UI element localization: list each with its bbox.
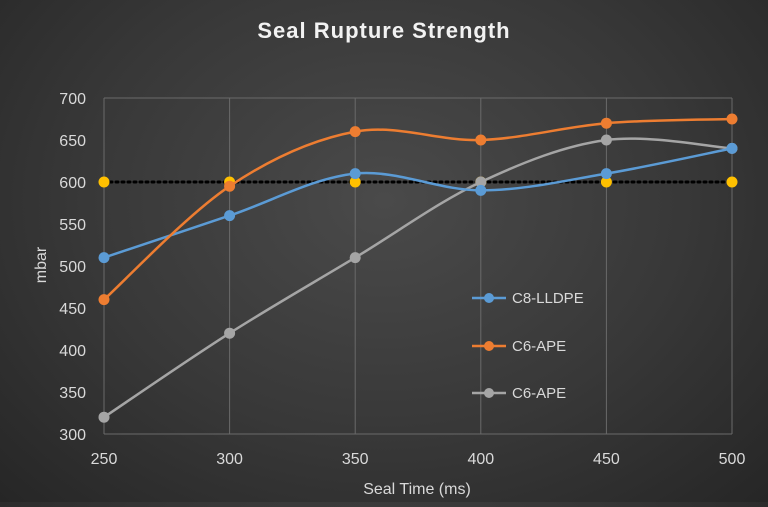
y-tick-label: 500 xyxy=(59,259,86,276)
series-line xyxy=(103,117,733,301)
legend: C8-LLDPE C6-APE C6-APE xyxy=(472,290,584,402)
legend-swatch-marker xyxy=(484,341,494,351)
legend-swatch-marker xyxy=(484,293,494,303)
data-point xyxy=(98,294,110,306)
data-point xyxy=(475,134,487,146)
series xyxy=(98,113,738,423)
x-tick-label: 400 xyxy=(467,451,494,468)
x-tick-label: 250 xyxy=(91,451,118,468)
data-point xyxy=(600,134,612,146)
x-tick-label: 450 xyxy=(593,451,620,468)
x-tick-label: 500 xyxy=(719,451,746,468)
axis-ticks: 250 300 350 400 450 500 300 350 400 450 500 550 600 6… xyxy=(59,91,745,468)
grid xyxy=(103,97,733,435)
data-point xyxy=(475,176,487,188)
x-tick-label: 300 xyxy=(216,451,243,468)
data-point xyxy=(98,176,110,188)
y-tick-label: 350 xyxy=(59,385,86,402)
data-point xyxy=(349,252,361,264)
data-point xyxy=(600,168,612,180)
y-tick-label: 300 xyxy=(59,427,86,444)
chart-title: Seal Rupture Strength xyxy=(257,18,510,43)
data-point xyxy=(224,210,236,222)
data-point xyxy=(475,184,487,196)
data-point xyxy=(600,176,612,188)
y-tick-label: 450 xyxy=(59,301,86,318)
data-point xyxy=(224,180,236,192)
y-tick-label: 650 xyxy=(59,133,86,150)
y-axis-label: mbar xyxy=(33,246,50,283)
data-point xyxy=(349,176,361,188)
series-group xyxy=(98,134,738,423)
data-point xyxy=(349,168,361,180)
series-group xyxy=(98,176,738,188)
data-point xyxy=(726,142,738,154)
data-point xyxy=(600,117,612,129)
series-group xyxy=(98,113,738,306)
data-point xyxy=(98,411,110,423)
data-point xyxy=(726,176,738,188)
x-tick-label: 350 xyxy=(342,451,369,468)
y-tick-label: 700 xyxy=(59,91,86,108)
y-tick-label: 400 xyxy=(59,343,86,360)
y-tick-label: 550 xyxy=(59,217,86,234)
legend-label: C6-APE xyxy=(512,385,566,402)
data-point xyxy=(224,327,236,339)
data-point xyxy=(98,252,110,264)
legend-swatch-marker xyxy=(484,388,494,398)
series-group xyxy=(98,142,738,264)
legend-label: C8-LLDPE xyxy=(512,290,584,307)
series-line xyxy=(103,137,733,419)
legend-label: C6-APE xyxy=(512,338,566,355)
data-point xyxy=(349,126,361,138)
data-point xyxy=(726,113,738,125)
series-line xyxy=(103,147,733,259)
x-axis-label: Seal Time (ms) xyxy=(363,481,471,498)
y-tick-label: 600 xyxy=(59,175,86,192)
